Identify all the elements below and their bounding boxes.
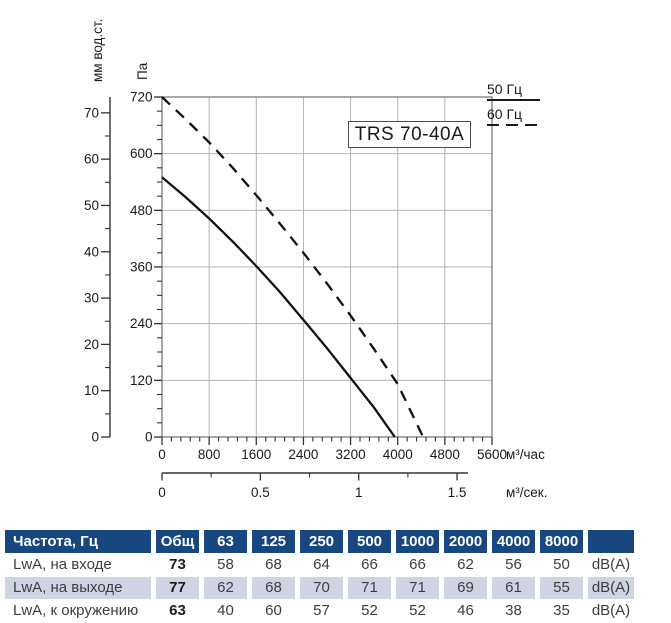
row-value-250: 64	[313, 556, 330, 573]
table-header-row: Частота, Гц Общ 63 125 250 500 1000 2000…	[5, 530, 634, 553]
svg-text:0: 0	[158, 447, 166, 462]
svg-text:4000: 4000	[383, 447, 413, 462]
row-unit: dB(A)	[591, 602, 631, 619]
table-header-125: 125	[252, 530, 295, 553]
table-header-1000: 1000	[396, 530, 439, 553]
row-total: 73	[169, 556, 186, 573]
svg-text:720: 720	[130, 90, 153, 105]
svg-text:м³/час: м³/час	[506, 447, 545, 462]
svg-text:800: 800	[198, 447, 221, 462]
svg-text:70: 70	[84, 105, 99, 120]
mm-axis: 0 10 20 30 40 50 60 70 мм вод.ст.	[84, 19, 111, 445]
table-header-2000: 2000	[444, 530, 487, 553]
chart-legend: 50 Гц 60 Гц	[487, 81, 547, 131]
table-header-250: 250	[300, 530, 343, 553]
table-row-surrounding: LwA, к окружению 63 40 60 57 52 52 46 38…	[5, 600, 634, 622]
pa-axis: 0 120 240 360 480 600 720 Па	[130, 62, 162, 445]
row-label: LwA, на выходе	[5, 577, 151, 599]
row-value-4000: 61	[492, 577, 535, 599]
svg-text:Па: Па	[135, 62, 150, 80]
row-value-63: 58	[217, 556, 234, 573]
table-header-frequency: Частота, Гц	[5, 530, 151, 553]
svg-text:480: 480	[130, 203, 153, 218]
row-total: 63	[169, 602, 186, 619]
svg-text:1600: 1600	[241, 447, 271, 462]
row-value-125: 60	[265, 602, 282, 619]
svg-text:30: 30	[84, 291, 99, 306]
row-value-63: 40	[217, 602, 234, 619]
fan-performance-chart: 0 120 240 360 480 600 720 Па 0 10 20 30 40 50 60 70 мм в…	[84, 19, 547, 500]
svg-text:0: 0	[91, 430, 99, 445]
row-total: 77	[156, 577, 199, 599]
table-header-total: Общ	[156, 530, 199, 553]
row-value-2000: 46	[457, 602, 474, 619]
row-value-8000: 50	[553, 556, 570, 573]
legend-item-60hz: 60 Гц	[487, 106, 547, 126]
row-value-125: 68	[265, 556, 282, 573]
svg-text:50: 50	[84, 198, 99, 213]
curve-60hz	[161, 96, 425, 438]
fan-model-title-box: TRS 70-40A	[348, 121, 471, 148]
table-header-63: 63	[204, 530, 247, 553]
curve-50hz	[161, 176, 396, 438]
row-value-500: 71	[348, 577, 391, 599]
row-value-250: 70	[300, 577, 343, 599]
row-value-1000: 52	[409, 602, 426, 619]
fan-model-title: TRS 70-40A	[354, 123, 465, 145]
row-value-250: 57	[313, 602, 330, 619]
legend-label-50hz: 50 Гц	[487, 81, 523, 97]
noise-level-table: Частота, Гц Общ 63 125 250 500 1000 2000…	[5, 530, 634, 623]
row-value-2000: 62	[457, 556, 474, 573]
svg-text:0.5: 0.5	[251, 485, 270, 500]
row-value-4000: 38	[505, 602, 522, 619]
table-header-8000: 8000	[540, 530, 583, 553]
legend-item-50hz: 50 Гц	[487, 81, 547, 101]
table-header-500: 500	[348, 530, 391, 553]
svg-text:2400: 2400	[288, 447, 318, 462]
row-unit: dB(A)	[591, 556, 631, 573]
row-value-2000: 69	[444, 577, 487, 599]
svg-text:360: 360	[130, 260, 153, 275]
row-value-4000: 56	[505, 556, 522, 573]
svg-text:1.5: 1.5	[448, 485, 467, 500]
row-value-125: 68	[252, 577, 295, 599]
table-header-unit	[588, 530, 634, 553]
row-value-500: 66	[361, 556, 378, 573]
svg-text:600: 600	[130, 146, 153, 161]
svg-text:4800: 4800	[430, 447, 460, 462]
legend-solid-line-icon	[487, 99, 540, 101]
svg-text:м³/сек.: м³/сек.	[506, 485, 547, 500]
row-value-8000: 55	[540, 577, 583, 599]
legend-label-60hz: 60 Гц	[487, 106, 523, 122]
svg-text:0: 0	[145, 430, 153, 445]
svg-text:40: 40	[84, 244, 99, 259]
svg-text:240: 240	[130, 316, 153, 331]
row-value-500: 52	[361, 602, 378, 619]
svg-text:5600: 5600	[477, 447, 507, 462]
row-label: LwA, на входе	[13, 556, 112, 573]
row-label: LwA, к окружению	[13, 602, 139, 619]
svg-text:60: 60	[84, 152, 99, 167]
row-value-8000: 35	[553, 602, 570, 619]
svg-text:мм вод.ст.: мм вод.ст.	[90, 19, 105, 82]
svg-text:3200: 3200	[336, 447, 366, 462]
row-value-63: 62	[204, 577, 247, 599]
row-value-1000: 66	[409, 556, 426, 573]
svg-text:120: 120	[130, 373, 153, 388]
row-unit: dB(A)	[588, 577, 634, 599]
legend-dashed-line-icon	[487, 124, 540, 126]
svg-text:10: 10	[84, 383, 99, 398]
table-header-4000: 4000	[492, 530, 535, 553]
grid	[162, 97, 492, 437]
svg-text:1: 1	[355, 485, 363, 500]
svg-text:0: 0	[158, 485, 166, 500]
sec-axis: 0 0.5 1 1.5 м³/сек.	[158, 472, 547, 500]
table-row-outlet: LwA, на выходе 77 62 68 70 71 71 69 61 5…	[5, 577, 634, 599]
svg-text:20: 20	[84, 337, 99, 352]
row-value-1000: 71	[396, 577, 439, 599]
table-row-inlet: LwA, на входе 73 58 68 64 66 66 62 56 50…	[5, 554, 634, 576]
